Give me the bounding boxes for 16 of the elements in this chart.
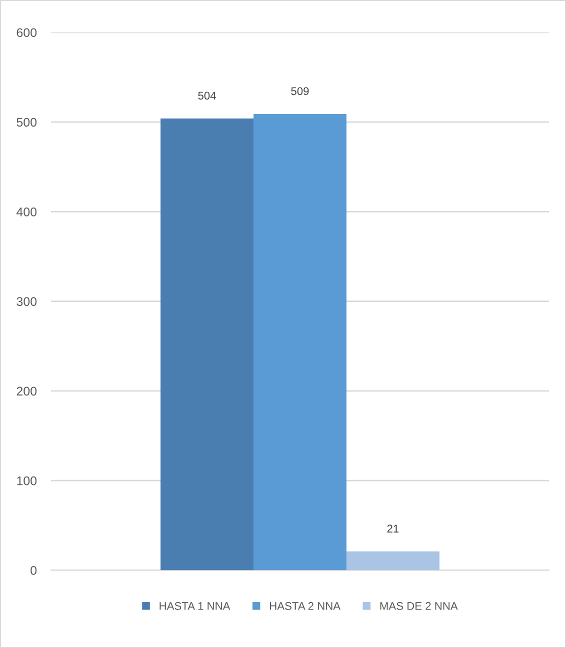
y-tick-label: 0	[30, 566, 37, 575]
y-tick-label: 200	[16, 386, 37, 396]
data-label: 509	[291, 87, 309, 96]
y-tick-label: 100	[17, 476, 37, 486]
y-tick-label: 500	[16, 118, 37, 127]
y-tick-label: 400	[16, 207, 37, 216]
data-label: 21	[387, 524, 399, 532]
legend-label: MAS DE 2 NNA	[380, 602, 458, 610]
y-tick-label: 300	[16, 297, 37, 306]
data-label: 504	[198, 92, 216, 100]
bar	[253, 114, 346, 570]
y-tick-label: 600	[16, 28, 37, 38]
bar	[346, 551, 440, 570]
legend-label: HASTA 2 NNA	[270, 602, 341, 610]
bar	[160, 118, 254, 570]
legend-label: HASTA 1 NNA	[160, 602, 230, 610]
